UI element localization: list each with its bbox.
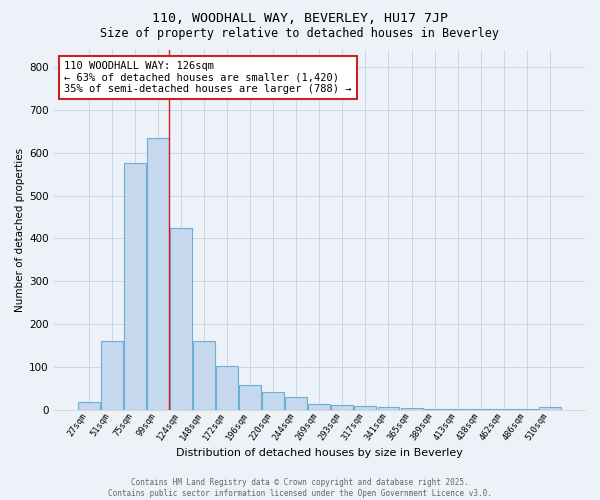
Bar xyxy=(193,341,215,409)
Bar xyxy=(147,138,169,409)
Bar xyxy=(331,406,353,409)
X-axis label: Distribution of detached houses by size in Beverley: Distribution of detached houses by size … xyxy=(176,448,463,458)
Text: Contains HM Land Registry data © Crown copyright and database right 2025.
Contai: Contains HM Land Registry data © Crown c… xyxy=(108,478,492,498)
Bar xyxy=(401,408,422,410)
Text: 110 WOODHALL WAY: 126sqm
← 63% of detached houses are smaller (1,420)
35% of sem: 110 WOODHALL WAY: 126sqm ← 63% of detach… xyxy=(64,61,352,94)
Bar xyxy=(355,406,376,409)
Bar xyxy=(308,404,330,409)
Bar xyxy=(239,385,261,409)
Bar xyxy=(447,408,469,410)
Bar xyxy=(424,408,446,410)
Bar xyxy=(377,408,400,410)
Text: 110, WOODHALL WAY, BEVERLEY, HU17 7JP: 110, WOODHALL WAY, BEVERLEY, HU17 7JP xyxy=(152,12,448,26)
Bar xyxy=(170,228,192,410)
Bar xyxy=(124,164,146,410)
Bar xyxy=(216,366,238,410)
Text: Size of property relative to detached houses in Beverley: Size of property relative to detached ho… xyxy=(101,28,499,40)
Bar xyxy=(286,396,307,409)
Bar xyxy=(539,408,561,410)
Bar xyxy=(262,392,284,409)
Bar xyxy=(78,402,100,409)
Y-axis label: Number of detached properties: Number of detached properties xyxy=(15,148,25,312)
Bar xyxy=(101,341,123,409)
